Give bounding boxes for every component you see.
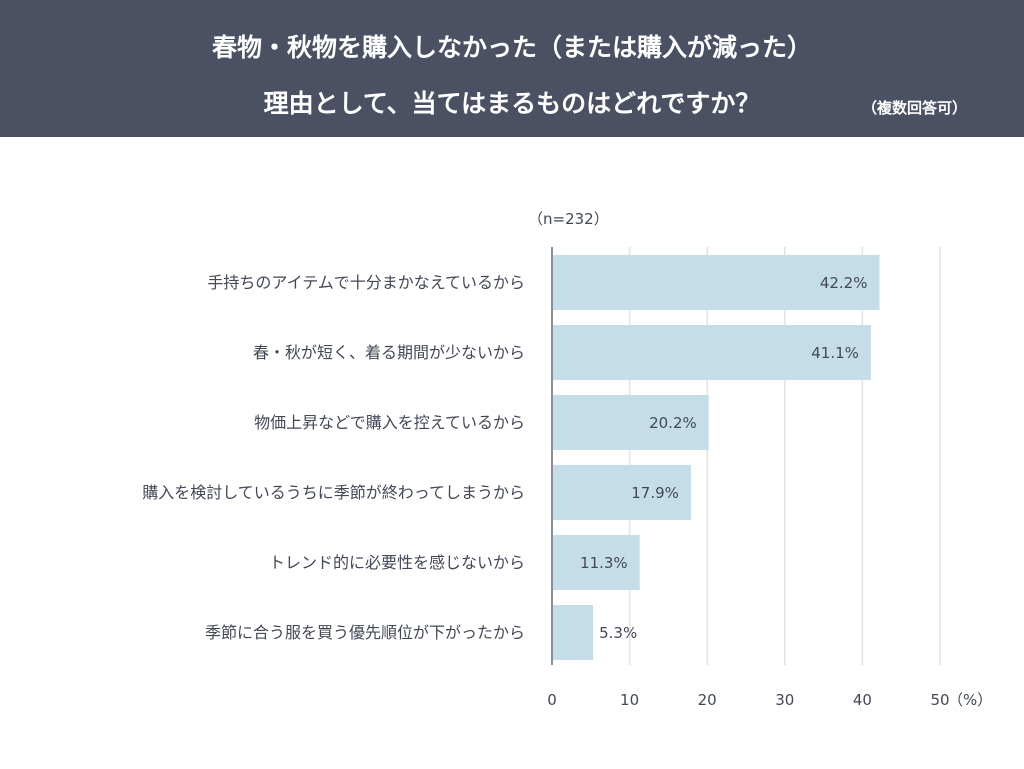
- value-label: 41.1%: [811, 344, 859, 362]
- category-label: 物価上昇などで購入を控えているから: [254, 413, 525, 432]
- bar: [552, 535, 640, 590]
- x-tick-label: 0: [547, 691, 557, 709]
- category-label: 購入を検討しているうちに季節が終わってしまうから: [142, 483, 525, 502]
- bar: [552, 465, 691, 520]
- x-tick-label: 20: [698, 691, 717, 709]
- x-unit-label: （%）: [948, 691, 992, 709]
- x-tick-label: 50: [930, 691, 949, 709]
- category-label: 春・秋が短く、着る期間が少ないから: [253, 343, 525, 362]
- value-label: 20.2%: [649, 414, 697, 432]
- bar: [552, 325, 871, 380]
- value-label: 5.3%: [599, 624, 637, 642]
- title-line-2: 理由として、当てはまるものはどれですか？: [263, 89, 761, 118]
- category-label: 手持ちのアイテムで十分まかなえているから: [207, 273, 525, 292]
- x-tick-label: 10: [620, 691, 639, 709]
- category-label: 季節に合う服を買う優先順位が下がったから: [205, 623, 525, 642]
- value-label: 42.2%: [820, 274, 868, 292]
- x-tick-label: 30: [775, 691, 794, 709]
- value-label: 11.3%: [580, 554, 628, 572]
- bar: [552, 395, 709, 450]
- x-tick-label: 40: [853, 691, 872, 709]
- sample-size: （n=232）: [528, 210, 609, 228]
- bar: [552, 255, 880, 310]
- title-banner: 春物・秋物を購入しなかった（または購入が減った） 理由として、当てはまるものはど…: [0, 0, 1024, 137]
- multiple-answer-note: （複数回答可）: [862, 99, 968, 117]
- category-label: トレンド的に必要性を感じないから: [269, 553, 525, 572]
- title-line-1: 春物・秋物を購入しなかった（または購入が減った）: [211, 33, 812, 62]
- bar: [552, 605, 594, 660]
- value-label: 17.9%: [631, 484, 679, 502]
